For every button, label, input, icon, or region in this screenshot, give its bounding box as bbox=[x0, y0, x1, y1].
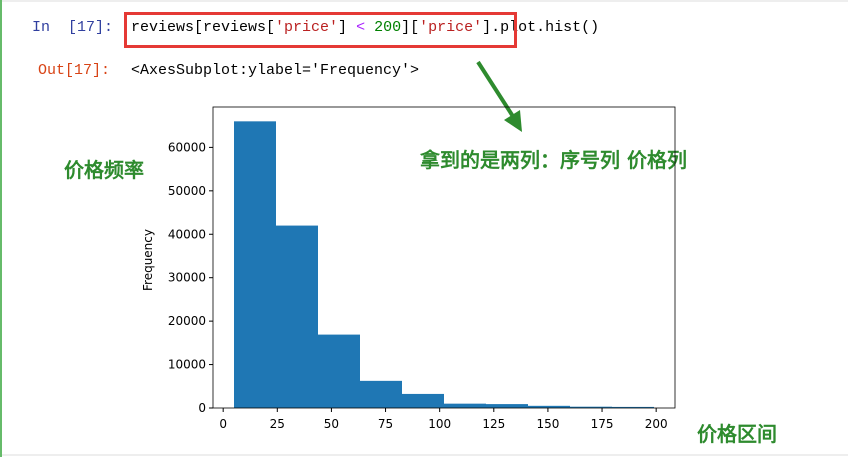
y-tick-label: 40000 bbox=[168, 227, 206, 241]
output-text: <AxesSubplot:ylabel='Frequency'> bbox=[131, 62, 420, 79]
code-token: ][ bbox=[401, 19, 420, 36]
code-token: ] bbox=[482, 19, 492, 36]
annotation: 价格频率 bbox=[64, 158, 144, 182]
x-tick-label: 175 bbox=[591, 417, 614, 431]
arrow-head bbox=[504, 110, 522, 132]
bar bbox=[276, 225, 318, 408]
code-token: 'price' bbox=[419, 19, 483, 36]
bar bbox=[444, 403, 486, 408]
y-tick-label: 0 bbox=[198, 401, 206, 415]
code-token: .plot.hist() bbox=[491, 19, 600, 36]
input-prompt: In [17]: bbox=[32, 19, 114, 36]
y-tick-label: 20000 bbox=[168, 314, 206, 328]
output-prompt: Out[17]: bbox=[38, 62, 111, 79]
y-tick-label: 10000 bbox=[168, 358, 206, 372]
x-tick-label: 50 bbox=[324, 417, 339, 431]
bar bbox=[402, 393, 444, 408]
bar bbox=[570, 406, 612, 408]
annotation: 价格区间 bbox=[697, 422, 777, 446]
highlight-box bbox=[124, 12, 517, 48]
code[interactable]: reviews[reviews['price'] < 200]['price']… bbox=[131, 19, 599, 36]
y-tick-label: 60000 bbox=[168, 140, 206, 154]
bar bbox=[318, 334, 360, 408]
code-token: ] bbox=[338, 19, 357, 36]
bar bbox=[486, 404, 528, 408]
y-axis-label: Frequency bbox=[141, 229, 155, 291]
annotation: 拿到的是两列：序号列 价格列 bbox=[419, 148, 687, 172]
x-tick-label: 200 bbox=[645, 417, 668, 431]
x-tick-label: 125 bbox=[482, 417, 505, 431]
code-token: < bbox=[356, 19, 366, 36]
bar bbox=[234, 121, 276, 408]
code-token: 200 bbox=[374, 19, 402, 36]
x-tick-label: 150 bbox=[536, 417, 559, 431]
x-tick-label: 75 bbox=[378, 417, 393, 431]
bar bbox=[612, 406, 654, 408]
code-token: reviews[reviews[ bbox=[131, 19, 276, 36]
plot-frame bbox=[212, 106, 676, 409]
x-tick-label: 100 bbox=[428, 417, 451, 431]
x-tick-label: 25 bbox=[270, 417, 285, 431]
code-token: 'price' bbox=[275, 19, 339, 36]
x-tick-label: 0 bbox=[219, 417, 227, 431]
y-tick-label: 30000 bbox=[168, 271, 206, 285]
bar bbox=[528, 405, 570, 408]
arrow bbox=[476, 60, 516, 120]
y-tick-label: 50000 bbox=[168, 184, 206, 198]
bar bbox=[360, 380, 402, 408]
